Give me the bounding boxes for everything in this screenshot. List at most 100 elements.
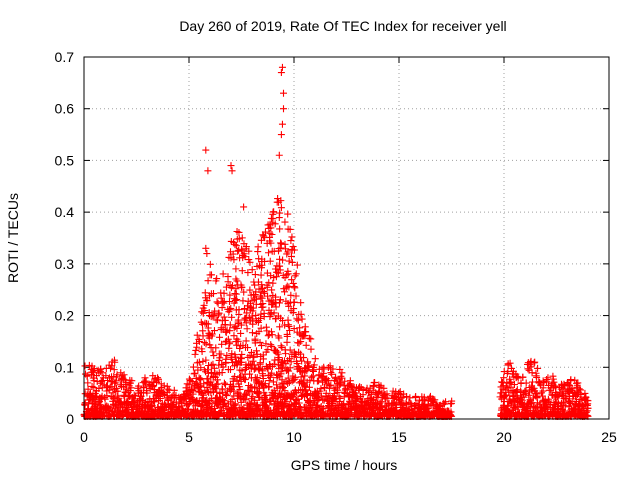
- data-point: [284, 374, 292, 382]
- data-point: [243, 391, 251, 399]
- data-point: [199, 327, 207, 335]
- data-point: [232, 353, 240, 361]
- data-point: [275, 151, 283, 159]
- data-point: [248, 348, 256, 356]
- data-point: [442, 398, 450, 406]
- data-point: [231, 373, 239, 381]
- data-point: [376, 383, 384, 391]
- data-point: [340, 400, 348, 408]
- data-point: [383, 394, 391, 402]
- data-point: [209, 348, 217, 356]
- data-point: [211, 404, 219, 412]
- data-point: [262, 391, 270, 399]
- data-point: [301, 372, 309, 380]
- data-point: [297, 350, 305, 358]
- data-point: [226, 366, 234, 374]
- data-point: [518, 396, 526, 404]
- data-point: [245, 247, 253, 255]
- data-point: [260, 288, 268, 296]
- data-point: [140, 383, 148, 391]
- data-point: [211, 307, 219, 315]
- data-point: [269, 279, 277, 287]
- data-point: [228, 355, 236, 363]
- data-point: [527, 363, 535, 371]
- y-axis-label: ROTI / TECUs: [5, 193, 21, 283]
- data-point: [377, 404, 385, 412]
- data-point: [302, 328, 310, 336]
- data-point: [292, 270, 300, 278]
- data-point: [243, 309, 251, 317]
- data-point: [151, 386, 159, 394]
- data-point: [561, 402, 569, 410]
- data-point: [232, 242, 240, 250]
- data-point: [566, 399, 574, 407]
- data-point: [297, 338, 305, 346]
- data-point: [286, 364, 294, 372]
- data-point: [218, 369, 226, 377]
- data-point: [231, 323, 239, 331]
- plot-frame: [83, 56, 610, 420]
- data-point: [81, 399, 89, 407]
- data-point: [291, 284, 299, 292]
- data-point: [242, 391, 250, 399]
- data-point: [210, 312, 218, 320]
- data-point: [261, 380, 269, 388]
- data-point: [210, 352, 218, 360]
- data-point: [204, 324, 212, 332]
- data-point: [197, 364, 205, 372]
- data-point: [328, 370, 336, 378]
- data-point: [208, 369, 216, 377]
- data-point: [238, 367, 246, 375]
- data-point: [202, 146, 210, 154]
- data-point: [284, 380, 292, 388]
- data-point: [287, 237, 295, 245]
- data-point: [246, 286, 254, 294]
- data-point: [314, 394, 322, 402]
- data-point: [297, 310, 305, 318]
- data-point: [251, 281, 259, 289]
- data-point: [204, 277, 212, 285]
- data-point: [359, 386, 367, 394]
- data-point: [280, 89, 287, 97]
- data-point: [231, 401, 239, 409]
- data-point: [207, 361, 215, 369]
- data-point: [268, 286, 276, 294]
- data-point: [216, 333, 224, 341]
- data-point: [549, 375, 557, 383]
- data-point: [308, 373, 316, 381]
- data-point: [222, 328, 230, 336]
- data-point: [242, 243, 250, 251]
- data-point: [224, 273, 232, 281]
- data-point: [191, 369, 199, 377]
- data-point: [81, 362, 89, 370]
- data-point: [551, 382, 559, 390]
- grid: [84, 57, 609, 419]
- data-point: [285, 367, 293, 375]
- data-point: [231, 296, 239, 304]
- data-point: [377, 398, 385, 406]
- data-point: [305, 363, 313, 371]
- data-point: [231, 400, 239, 408]
- data-point: [253, 389, 261, 397]
- data-point: [307, 345, 315, 353]
- data-point: [283, 271, 291, 279]
- data-point: [574, 379, 582, 387]
- data-point: [528, 378, 536, 386]
- data-point: [265, 377, 273, 385]
- data-point: [292, 292, 300, 300]
- data-point: [554, 393, 562, 401]
- data-point: [203, 296, 211, 304]
- data-point: [218, 340, 226, 348]
- data-point: [225, 344, 233, 352]
- data-point: [575, 385, 583, 393]
- data-point: [277, 204, 285, 212]
- data-point: [130, 391, 138, 399]
- data-point: [89, 368, 97, 376]
- data-point: [278, 63, 286, 71]
- data-point: [101, 395, 109, 403]
- data-point: [270, 208, 278, 216]
- data-point: [297, 299, 305, 307]
- data-point: [218, 385, 226, 393]
- data-point: [538, 389, 546, 397]
